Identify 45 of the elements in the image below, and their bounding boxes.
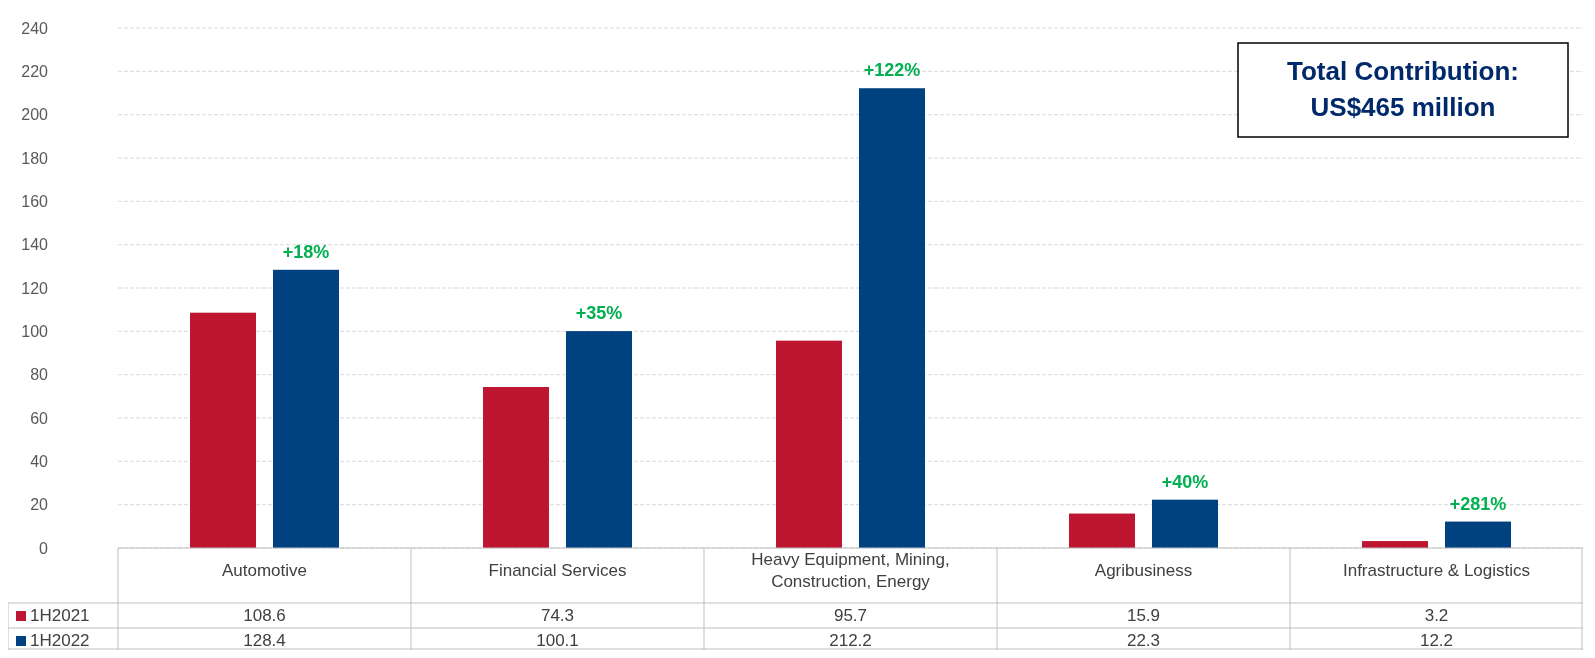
- y-tick-label: 100: [21, 322, 49, 340]
- y-tick-label: 160: [21, 192, 49, 210]
- y-tick-label: 120: [21, 279, 49, 297]
- y-tick-label: 140: [21, 236, 49, 254]
- bar: [1152, 499, 1218, 548]
- x-tick-label: Automotive: [221, 560, 308, 580]
- annotation: +281%: [1449, 493, 1507, 514]
- y-tick-label: 220: [21, 62, 49, 80]
- data-label: 100.1: [536, 631, 579, 651]
- annotation: +40%: [1161, 471, 1209, 492]
- y-tick-label: 0: [39, 539, 49, 557]
- bar: [859, 88, 925, 548]
- y-tick-label: 60: [30, 409, 49, 427]
- legend-label: 1H2022: [30, 631, 90, 651]
- legend-label: 1H2021: [30, 606, 90, 626]
- annotation: +18%: [282, 241, 330, 262]
- data-label: 212.2: [829, 631, 872, 651]
- bar: [1069, 513, 1135, 548]
- x-tick-label: Agribusiness: [1094, 560, 1193, 580]
- y-tick-label: 20: [30, 496, 49, 514]
- x-tick-label: Financial Services: [488, 560, 627, 580]
- data-label: 95.7: [833, 606, 868, 626]
- x-tick-label: Infrastructure & Logistics: [1342, 560, 1531, 580]
- data-label: 12.2: [1419, 631, 1454, 651]
- data-label: 108.6: [243, 606, 286, 626]
- bar: [190, 312, 256, 548]
- data-label: 22.3: [1126, 631, 1161, 651]
- bar: [483, 387, 549, 548]
- y-tick-label: 240: [21, 19, 49, 37]
- annotation: +35%: [575, 303, 623, 324]
- data-label: 15.9: [1126, 606, 1161, 626]
- y-tick-label: 40: [30, 452, 49, 470]
- bar: [566, 331, 632, 548]
- annotation: +122%: [863, 60, 921, 81]
- data-label: 128.4: [243, 631, 286, 651]
- data-label: 74.3: [540, 606, 575, 626]
- bar: [1445, 521, 1511, 548]
- annotation: Total Contribution: US$465 million: [1286, 56, 1520, 122]
- bar: [273, 269, 339, 548]
- y-tick-label: 80: [30, 366, 49, 384]
- data-label: 3.2: [1424, 606, 1449, 626]
- x-tick-label: Heavy Equipment, Mining, Construction, Energy: [751, 549, 950, 591]
- y-tick-label: 180: [21, 149, 49, 167]
- bar: [776, 340, 842, 548]
- y-tick-label: 200: [21, 106, 49, 124]
